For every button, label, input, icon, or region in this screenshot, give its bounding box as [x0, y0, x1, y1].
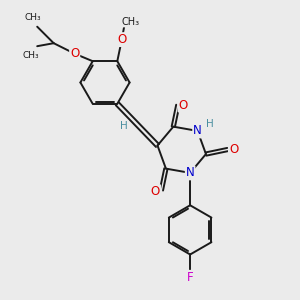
Text: N: N [193, 124, 202, 137]
Text: CH₃: CH₃ [122, 16, 140, 27]
Text: F: F [187, 271, 194, 284]
Text: CH₃: CH₃ [23, 51, 40, 60]
Text: O: O [70, 47, 79, 60]
Text: H: H [206, 119, 214, 129]
Text: O: O [229, 143, 238, 156]
Text: N: N [186, 167, 194, 179]
Text: O: O [151, 185, 160, 198]
Text: O: O [178, 99, 188, 112]
Text: CH₃: CH₃ [24, 13, 41, 22]
Text: H: H [120, 121, 128, 131]
Text: O: O [117, 33, 126, 46]
